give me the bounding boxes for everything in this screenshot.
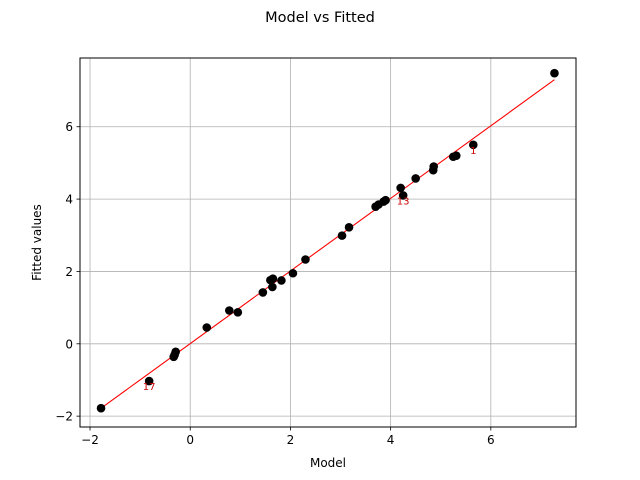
data-point: [171, 347, 180, 357]
point-annotations: 17 13 1: [143, 146, 477, 393]
data-point: [277, 276, 286, 285]
data-point: [429, 162, 439, 171]
y-axis-ticks: −2 0 2 4 6: [55, 120, 80, 424]
chart-title: Model vs Fitted: [265, 10, 375, 26]
data-point: [381, 195, 390, 205]
data-points: [96, 68, 559, 413]
data-point: [233, 308, 243, 317]
x-tick-label: −2: [81, 433, 99, 447]
data-point: [411, 174, 420, 183]
y-tick-label: 0: [65, 337, 73, 351]
data-point: [468, 140, 478, 150]
x-axis-ticks: −2 0 2 4 6: [81, 427, 495, 447]
data-point: [337, 231, 347, 240]
x-axis-label: Model: [310, 456, 346, 470]
x-tick-label: 0: [186, 433, 194, 447]
grid-lines: [80, 58, 576, 427]
plot-area-frame: [79, 57, 577, 428]
data-point: [225, 306, 234, 315]
point-annotation: 1: [470, 146, 476, 157]
x-tick-label: 2: [287, 433, 295, 447]
data-point: [451, 151, 461, 160]
data-point: [288, 268, 298, 278]
y-axis-label: Fitted values: [30, 204, 44, 281]
point-annotation: 17: [143, 382, 156, 393]
data-point: [268, 274, 278, 283]
y-tick-label: −2: [55, 410, 73, 424]
x-tick-label: 4: [387, 433, 395, 447]
data-point: [398, 191, 408, 200]
y-tick-label: 2: [65, 265, 73, 279]
data-point: [144, 376, 154, 386]
point-annotation: 13: [397, 196, 410, 207]
y-tick-label: 4: [65, 193, 73, 207]
data-point: [258, 288, 268, 297]
x-tick-label: 6: [487, 433, 495, 447]
data-point: [96, 403, 106, 413]
data-point: [344, 223, 354, 232]
data-point: [550, 68, 559, 78]
data-point: [268, 282, 277, 292]
data-point: [301, 255, 310, 264]
data-point: [396, 183, 405, 193]
y-tick-label: 6: [65, 120, 73, 134]
data-point: [202, 323, 212, 332]
